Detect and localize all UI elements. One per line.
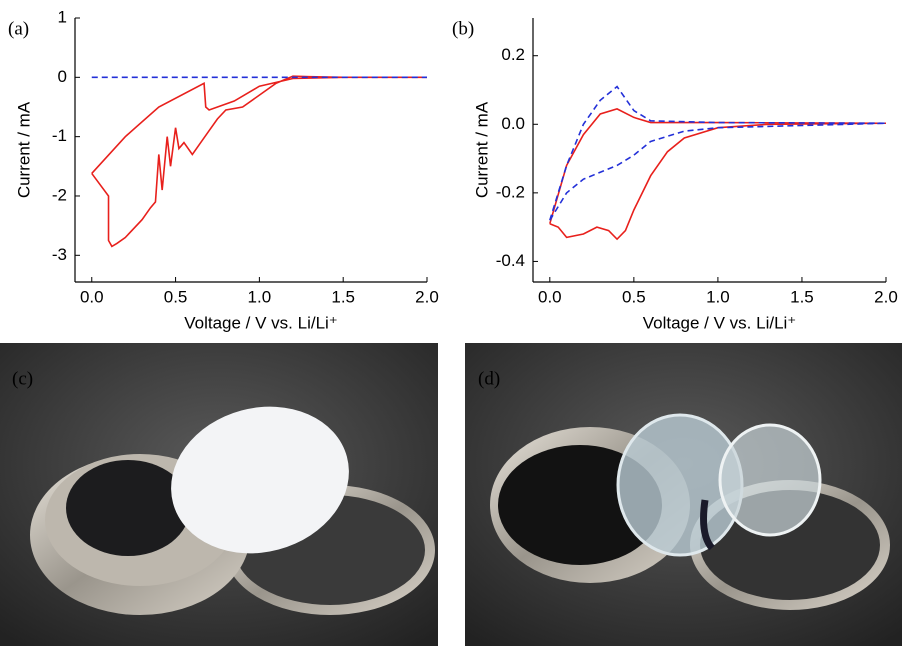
y-tick-label: -1 [52, 126, 67, 145]
x-axis-label: Voltage / V vs. Li/Li⁺ [643, 313, 797, 332]
x-tick-label: 0.5 [622, 287, 646, 306]
y-tick-label: -3 [52, 245, 67, 264]
x-tick-label: 0.0 [80, 287, 104, 306]
y-tick-label: -0.2 [496, 182, 525, 201]
y-tick-label: 0.2 [501, 45, 525, 64]
y-tick-label: -0.4 [496, 251, 525, 270]
x-tick-label: 0.0 [538, 287, 562, 306]
panel-label: (a) [8, 18, 29, 39]
photo-d [465, 343, 902, 646]
x-tick-label: 1.0 [706, 287, 730, 306]
y-axis-label: Current / mA [472, 101, 491, 198]
x-tick-label: 1.5 [790, 287, 814, 306]
x-tick-label: 0.5 [164, 287, 188, 306]
y-tick-label: 0.0 [501, 114, 525, 133]
y-tick-label: 0 [58, 67, 67, 86]
x-tick-label: 1.5 [331, 287, 355, 306]
x-axis-label: Voltage / V vs. Li/Li⁺ [184, 313, 338, 332]
y-axis-label: Current / mA [14, 101, 33, 198]
y-tick-label: 1 [58, 7, 67, 26]
photo-c [0, 343, 438, 646]
x-tick-label: 2.0 [415, 287, 439, 306]
y-tick-label: -2 [52, 185, 67, 204]
data-line [92, 76, 427, 246]
data-line [550, 87, 886, 221]
x-tick-label: 1.0 [248, 287, 272, 306]
x-tick-label: 2.0 [874, 287, 898, 306]
panel-label: (c) [12, 368, 33, 389]
figure: 0.0 0.5 1.0 1.5 2.0 -3 -2 -1 0 1 Voltage / V vs. L… [0, 0, 902, 646]
panel-label: (d) [478, 368, 500, 389]
panel-label: (b) [452, 18, 474, 39]
